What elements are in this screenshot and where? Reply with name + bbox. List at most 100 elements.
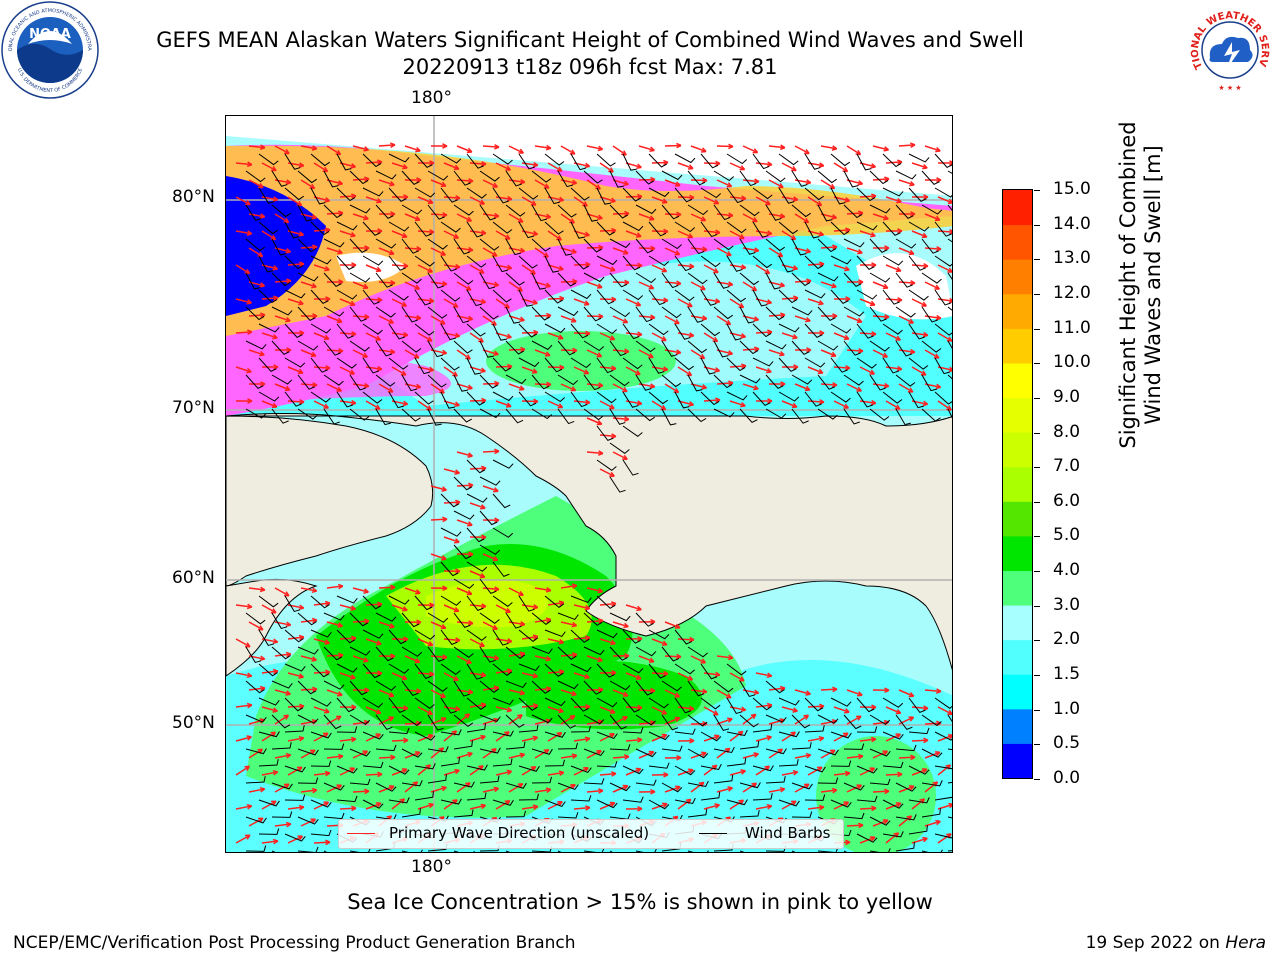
wave-arrow-head (415, 314, 422, 321)
wind-barb (674, 629, 693, 645)
wave-arrow-head (426, 336, 433, 342)
wind-barb (804, 725, 825, 733)
wave-arrow (768, 145, 785, 149)
wave-arrow (664, 315, 680, 325)
wave-arrow (300, 179, 315, 190)
wind-barb (323, 714, 342, 730)
wind-barb (583, 238, 603, 253)
wind-barb (466, 459, 486, 474)
wave-arrow-head (832, 244, 838, 251)
wave-arrow-head (674, 319, 680, 325)
wave-arrow (534, 179, 550, 189)
wave-arrow (326, 755, 343, 759)
wind-barb (362, 255, 384, 266)
wave-arrow (456, 179, 474, 182)
wave-arrow (898, 315, 914, 324)
wind-barb (271, 306, 293, 316)
colorbar-tick-label: 13.0 (1053, 248, 1091, 269)
wave-arrow-head (285, 690, 291, 696)
wave-arrow-head (453, 675, 459, 682)
wind-barb (804, 765, 826, 773)
wave-arrow-head (923, 194, 929, 200)
wave-arrow (495, 400, 512, 408)
colorbar-tick-mark (1034, 640, 1040, 642)
wave-arrow-head (244, 268, 251, 275)
wave-arrow (937, 764, 951, 776)
wind-barb (271, 170, 288, 187)
wave-arrow-head (375, 266, 382, 273)
wind-barb (479, 272, 495, 290)
wind-barb (648, 153, 668, 168)
wave-arrow-head (909, 348, 916, 355)
wind-barb (427, 340, 443, 358)
wave-arrow-head (819, 261, 825, 268)
wind-barb (908, 289, 929, 301)
wind-barb (323, 743, 345, 750)
wave-arrow (638, 751, 655, 759)
wave-arrow (391, 672, 408, 680)
wave-arrow-head (493, 487, 499, 493)
wave-arrow-head (494, 380, 500, 387)
wind-barb (830, 799, 852, 808)
wave-arrow-head (713, 268, 719, 274)
wave-arrow-head (662, 297, 669, 304)
wave-arrow (664, 281, 681, 285)
wind-barb (765, 408, 787, 419)
wind-barb (388, 629, 407, 645)
wave-arrow (833, 400, 849, 409)
wind-barb (778, 391, 800, 402)
wind-barb (869, 408, 890, 421)
wind-barb (336, 221, 358, 231)
wind-barb (401, 408, 421, 422)
wave-arrow (443, 638, 461, 642)
colorbar-tick-label: 14.0 (1053, 213, 1091, 234)
wind-barb (414, 697, 435, 709)
wave-arrow-head (792, 265, 799, 271)
wave-arrow-head (635, 301, 642, 307)
wave-arrow-head (934, 215, 941, 222)
wave-arrow (521, 766, 537, 776)
wave-arrow (235, 672, 252, 677)
colorbar-bin (1003, 605, 1032, 641)
wind-barb (895, 782, 917, 792)
wave-arrow (690, 781, 705, 793)
wave-arrow (534, 587, 551, 592)
wave-arrow-head (441, 654, 448, 660)
wind-barb (310, 697, 332, 707)
wave-arrow-head (286, 347, 292, 353)
wind-barb (661, 340, 678, 357)
wave-arrow (391, 298, 407, 307)
wave-arrow (586, 619, 604, 623)
wave-arrow (443, 230, 459, 239)
wind-barb (830, 221, 850, 236)
wave-arrow (378, 756, 396, 759)
wind-barb (479, 204, 496, 221)
wave-arrow-head (635, 674, 642, 680)
wind-barb (245, 204, 262, 221)
wind-barb (700, 221, 718, 238)
wind-barb (700, 187, 722, 199)
wind-barb (388, 727, 410, 735)
wave-arrow (391, 332, 408, 336)
wave-arrow-head (312, 244, 318, 251)
wave-arrow-head (571, 690, 577, 697)
wave-arrow-head (298, 673, 304, 679)
wind-barb (804, 697, 824, 712)
wind-barb (934, 153, 952, 168)
wave-arrow-head (676, 142, 682, 149)
wind-barb (817, 714, 839, 724)
wave-arrow-head (844, 770, 851, 777)
wind-barb (323, 170, 339, 188)
wind-barb (609, 374, 630, 387)
wave-arrow-head (467, 620, 474, 626)
wind-barb (700, 357, 716, 375)
wind-barb (921, 849, 943, 852)
wind-barb (908, 357, 929, 370)
wave-arrow (677, 196, 695, 199)
wind-barb (323, 238, 345, 248)
wave-arrow (690, 247, 707, 251)
wind-barb (947, 714, 952, 723)
wave-arrow-head (414, 284, 420, 290)
wave-arrow (404, 281, 420, 290)
wave-arrow (755, 366, 772, 373)
